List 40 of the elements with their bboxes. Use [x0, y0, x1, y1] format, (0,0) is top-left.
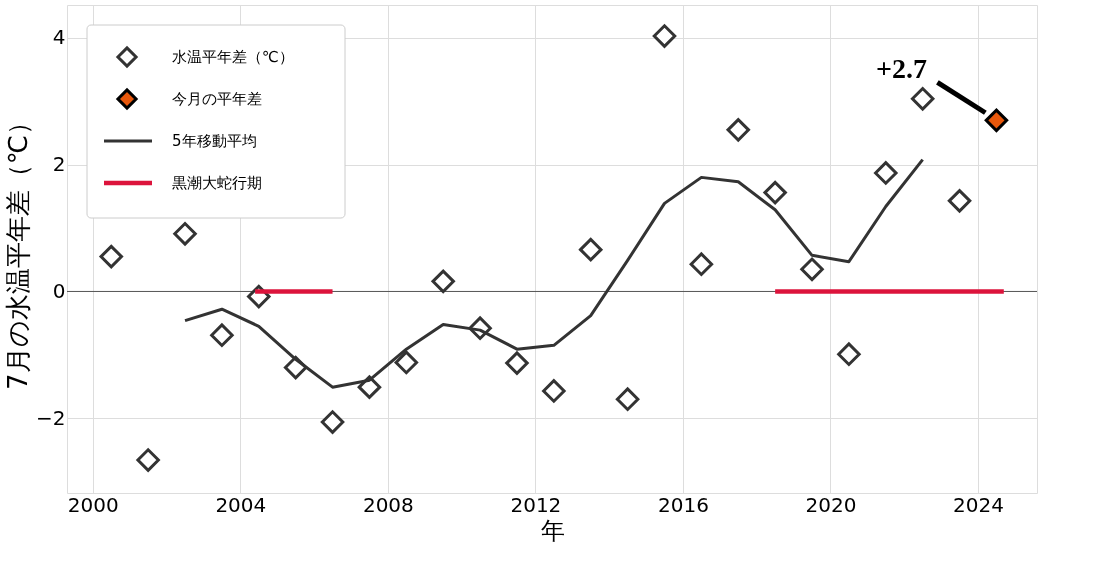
legend-label: 今月の平年差 [172, 90, 262, 108]
legend-label: 黒潮大蛇行期 [172, 174, 262, 192]
point [542, 379, 566, 403]
x-tick-label: 2016 [657, 492, 709, 517]
point [837, 342, 861, 366]
y-tick-label: 0 [52, 278, 66, 303]
point [505, 351, 529, 375]
point [984, 108, 1009, 133]
point [947, 189, 972, 213]
point [320, 410, 345, 434]
x-tick-label: 2008 [362, 492, 414, 517]
annotation: +2.7 [875, 53, 927, 85]
y-tick-label: 2 [52, 152, 66, 177]
point [357, 375, 382, 399]
x-tick-label: 2000 [67, 492, 119, 517]
point [136, 448, 160, 472]
point [726, 118, 750, 142]
point [99, 244, 124, 269]
point [874, 161, 898, 185]
point [615, 387, 640, 411]
point [652, 24, 677, 48]
x-axis-title: 年 [540, 516, 565, 545]
point [800, 257, 824, 282]
legend-label: 水温平年差（℃） [172, 48, 294, 66]
legend-label: 5年移動平均 [172, 132, 257, 150]
x-tick-label: 2024 [953, 492, 1004, 517]
point [910, 87, 935, 111]
point [763, 180, 787, 205]
point [431, 269, 455, 294]
point [210, 323, 234, 347]
x-tick-label: 2012 [510, 492, 562, 517]
point [173, 222, 197, 246]
point [689, 252, 714, 276]
y-axis-title: 7月の水温平年差（℃） [3, 109, 34, 390]
x-tick-label: 2004 [215, 492, 267, 517]
point [578, 237, 603, 262]
y-tick-label: 4 [52, 25, 66, 50]
y-tick-label: −2 [36, 405, 66, 430]
x-tick-label: 2020 [805, 492, 857, 517]
point [394, 350, 419, 375]
